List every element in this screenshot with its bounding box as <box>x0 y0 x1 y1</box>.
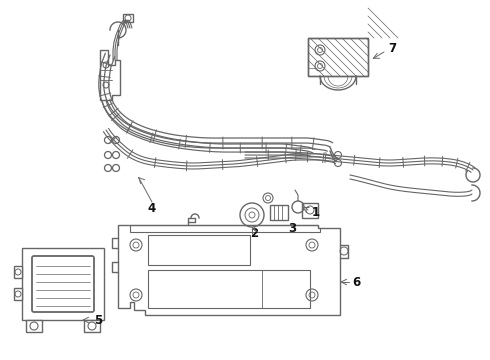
Bar <box>308 38 368 76</box>
Bar <box>308 38 368 76</box>
Text: 1: 1 <box>312 206 320 219</box>
Polygon shape <box>22 248 104 320</box>
Text: 2: 2 <box>250 226 258 239</box>
Text: 7: 7 <box>388 41 396 54</box>
Text: 6: 6 <box>352 275 360 288</box>
Polygon shape <box>26 320 42 332</box>
Polygon shape <box>84 320 100 332</box>
Text: 5: 5 <box>94 314 102 327</box>
Polygon shape <box>14 266 22 278</box>
Polygon shape <box>14 288 22 300</box>
Text: 4: 4 <box>148 202 156 215</box>
FancyBboxPatch shape <box>32 256 94 312</box>
Text: 3: 3 <box>288 221 296 234</box>
